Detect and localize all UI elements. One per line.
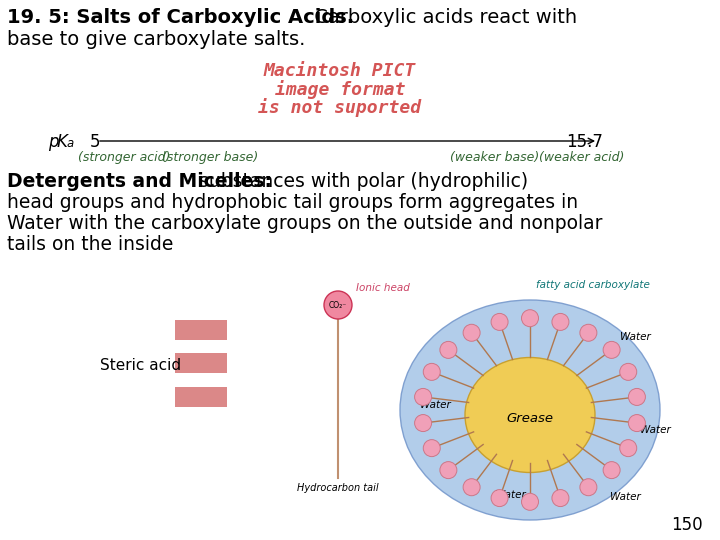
Text: a: a: [67, 137, 74, 150]
Text: Grease: Grease: [506, 411, 554, 424]
FancyBboxPatch shape: [175, 353, 227, 373]
Text: (weaker base): (weaker base): [450, 151, 539, 164]
Circle shape: [580, 325, 597, 341]
Text: Macintosh PICT: Macintosh PICT: [264, 62, 416, 80]
Circle shape: [415, 415, 431, 431]
Text: image format: image format: [275, 80, 405, 99]
Circle shape: [620, 440, 636, 457]
Text: (weaker acid): (weaker acid): [539, 151, 624, 164]
Circle shape: [463, 325, 480, 341]
Text: 15.7: 15.7: [566, 133, 603, 151]
Text: Water: Water: [639, 425, 670, 435]
Circle shape: [552, 490, 569, 507]
Circle shape: [629, 415, 645, 431]
Ellipse shape: [400, 300, 660, 520]
Text: fatty acid carboxylate: fatty acid carboxylate: [536, 280, 650, 290]
Circle shape: [440, 341, 457, 359]
Text: Water with the carboxylate groups on the outside and nonpolar: Water with the carboxylate groups on the…: [7, 214, 603, 233]
Circle shape: [324, 291, 352, 319]
Text: base to give carboxylate salts.: base to give carboxylate salts.: [7, 30, 305, 49]
Text: tails on the inside: tails on the inside: [7, 235, 174, 254]
Text: Steric acid: Steric acid: [100, 357, 181, 373]
Circle shape: [440, 462, 457, 478]
Text: Ionic head: Ionic head: [356, 283, 410, 293]
Text: 150: 150: [671, 516, 703, 534]
Text: substances with polar (hydrophilic): substances with polar (hydrophilic): [193, 172, 528, 191]
Text: Water: Water: [620, 332, 650, 342]
Text: Water: Water: [420, 400, 451, 410]
Ellipse shape: [465, 357, 595, 472]
Text: p: p: [48, 133, 58, 151]
Text: 5: 5: [90, 133, 101, 151]
FancyBboxPatch shape: [175, 387, 227, 407]
FancyBboxPatch shape: [175, 320, 227, 340]
Text: (stronger base): (stronger base): [162, 151, 258, 164]
Circle shape: [580, 479, 597, 496]
Circle shape: [629, 388, 645, 406]
Circle shape: [521, 310, 539, 327]
Text: Carboxylic acids react with: Carboxylic acids react with: [308, 8, 577, 27]
Circle shape: [521, 494, 539, 510]
Circle shape: [423, 363, 440, 380]
Circle shape: [603, 341, 620, 359]
Text: Water: Water: [495, 490, 526, 500]
Text: K: K: [57, 133, 68, 151]
Text: 19. 5: Salts of Carboxylic Acids.: 19. 5: Salts of Carboxylic Acids.: [7, 8, 354, 27]
Circle shape: [491, 313, 508, 330]
Circle shape: [415, 388, 431, 406]
Text: is not suported: is not suported: [258, 98, 422, 117]
Circle shape: [603, 462, 620, 478]
Text: Hydrocarbon tail: Hydrocarbon tail: [297, 483, 379, 493]
Circle shape: [552, 313, 569, 330]
Text: (stronger acid): (stronger acid): [78, 151, 171, 164]
Text: head groups and hydrophobic tail groups form aggregates in: head groups and hydrophobic tail groups …: [7, 193, 578, 212]
Circle shape: [423, 440, 440, 457]
Text: CO₂⁻: CO₂⁻: [329, 300, 347, 309]
Circle shape: [620, 363, 636, 380]
Circle shape: [463, 479, 480, 496]
Text: Water: Water: [610, 492, 640, 502]
Text: Detergents and Micelles:: Detergents and Micelles:: [7, 172, 272, 191]
Circle shape: [491, 490, 508, 507]
